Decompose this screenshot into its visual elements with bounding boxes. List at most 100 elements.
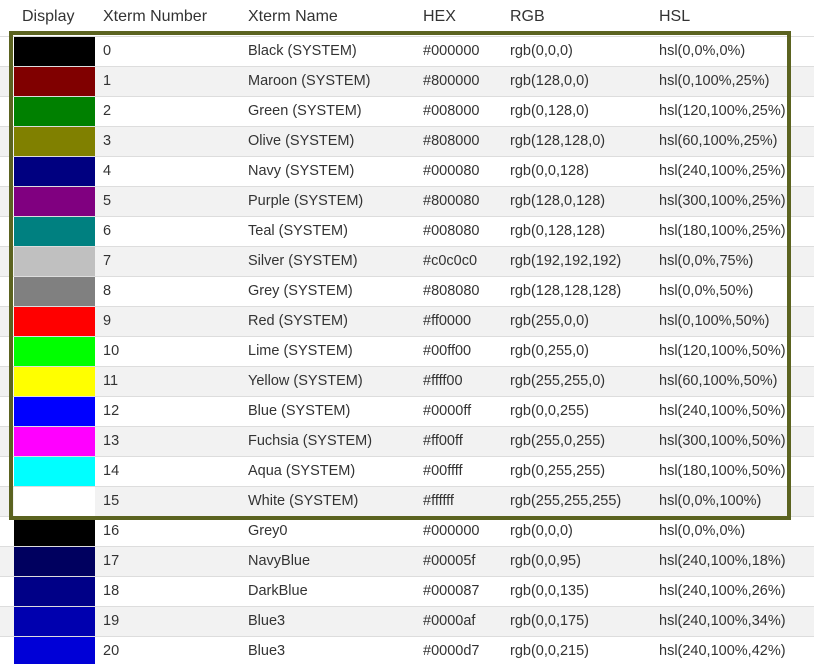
xterm-number-cell: 20	[103, 643, 120, 659]
rgb-cell: rgb(0,0,255)	[510, 403, 589, 419]
hsl-cell: hsl(0,0%,0%)	[659, 523, 746, 539]
xterm-name-cell: Lime (SYSTEM)	[248, 343, 353, 359]
rgb-cell: rgb(0,128,0)	[510, 103, 589, 119]
table-row[interactable]: 2 Green (SYSTEM) #008000 rgb(0,128,0) hsl(12…	[0, 96, 814, 126]
table-row[interactable]: 6 Teal (SYSTEM) #008080 rgb(0,128,128) hsl(1…	[0, 216, 814, 246]
xterm-number-cell: 14	[103, 463, 120, 479]
table-row[interactable]: 11 Yellow (SYSTEM) #ffff00 rgb(255,255,0) hs…	[0, 366, 814, 396]
color-swatch	[14, 517, 95, 546]
xterm-number-cell: 9	[103, 313, 112, 329]
color-swatch	[14, 157, 95, 186]
xterm-number-cell: 4	[103, 163, 112, 179]
hsl-cell: hsl(180,100%,50%)	[659, 463, 786, 479]
hsl-cell: hsl(300,100%,50%)	[659, 433, 786, 449]
hsl-cell: hsl(120,100%,25%)	[659, 103, 786, 119]
xterm-number-cell: 17	[103, 553, 120, 569]
xterm-name-cell: Purple (SYSTEM)	[248, 193, 364, 209]
color-swatch	[14, 97, 95, 126]
hex-cell: #0000af	[423, 613, 476, 629]
table-row[interactable]: 3 Olive (SYSTEM) #808000 rgb(128,128,0) hsl(…	[0, 126, 814, 156]
xterm-name-cell: DarkBlue	[248, 583, 308, 599]
xterm-name-cell: Black (SYSTEM)	[248, 43, 357, 59]
hex-cell: #00ff00	[423, 343, 472, 359]
table-row[interactable]: 5 Purple (SYSTEM) #800080 rgb(128,0,128) hsl…	[0, 186, 814, 216]
table-row[interactable]: 12 Blue (SYSTEM) #0000ff rgb(0,0,255) hsl(24…	[0, 396, 814, 426]
rgb-cell: rgb(0,255,0)	[510, 343, 589, 359]
hex-cell: #808000	[423, 133, 480, 149]
hex-cell: #c0c0c0	[423, 253, 478, 269]
xterm-number-cell: 13	[103, 433, 120, 449]
rgb-cell: rgb(128,128,0)	[510, 133, 606, 149]
hsl-cell: hsl(240,100%,18%)	[659, 553, 786, 569]
hsl-cell: hsl(0,100%,50%)	[659, 313, 770, 329]
rgb-cell: rgb(128,0,0)	[510, 73, 589, 89]
rgb-cell: rgb(0,255,255)	[510, 463, 606, 479]
hsl-cell: hsl(0,100%,25%)	[659, 73, 770, 89]
rgb-cell: rgb(0,0,135)	[510, 583, 589, 599]
color-swatch	[14, 607, 95, 636]
hsl-cell: hsl(60,100%,25%)	[659, 133, 778, 149]
rgb-cell: rgb(255,255,0)	[510, 373, 606, 389]
hsl-cell: hsl(0,0%,50%)	[659, 283, 754, 299]
hsl-cell: hsl(240,100%,26%)	[659, 583, 786, 599]
hex-cell: #808080	[423, 283, 480, 299]
xterm-number-cell: 18	[103, 583, 120, 599]
column-header-hex[interactable]: HEX	[423, 8, 456, 25]
table-row[interactable]: 18 DarkBlue #000087 rgb(0,0,135) hsl(240,100…	[0, 576, 814, 606]
table-row[interactable]: 4 Navy (SYSTEM) #000080 rgb(0,0,128) hsl(240…	[0, 156, 814, 186]
table-row[interactable]: 8 Grey (SYSTEM) #808080 rgb(128,128,128) hsl…	[0, 276, 814, 306]
column-header-xterm-name[interactable]: Xterm Name	[248, 8, 338, 25]
rgb-cell: rgb(0,0,175)	[510, 613, 589, 629]
xterm-number-cell: 11	[103, 373, 119, 389]
column-header-xterm-number[interactable]: Xterm Number	[103, 8, 208, 25]
hsl-cell: hsl(0,0%,0%)	[659, 43, 746, 59]
table-row[interactable]: 7 Silver (SYSTEM) #c0c0c0 rgb(192,192,192) h…	[0, 246, 814, 276]
color-swatch	[14, 427, 95, 456]
rgb-cell: rgb(0,0,128)	[510, 163, 589, 179]
table-row[interactable]: 10 Lime (SYSTEM) #00ff00 rgb(0,255,0) hsl(12…	[0, 336, 814, 366]
rgb-cell: rgb(192,192,192)	[510, 253, 622, 269]
table-row[interactable]: 15 White (SYSTEM) #ffffff rgb(255,255,255) h…	[0, 486, 814, 516]
table-row[interactable]: 1 Maroon (SYSTEM) #800000 rgb(128,0,0) hsl(0…	[0, 66, 814, 96]
xterm-name-cell: Red (SYSTEM)	[248, 313, 348, 329]
hsl-cell: hsl(240,100%,34%)	[659, 613, 786, 629]
hsl-cell: hsl(240,100%,25%)	[659, 163, 786, 179]
color-swatch	[14, 217, 95, 246]
table-row[interactable]: 17 NavyBlue #00005f rgb(0,0,95) hsl(240,100%…	[0, 546, 814, 576]
color-swatch	[14, 187, 95, 216]
column-header-hsl[interactable]: HSL	[659, 8, 691, 25]
xterm-number-cell: 10	[103, 343, 120, 359]
rgb-cell: rgb(0,0,0)	[510, 523, 573, 539]
hsl-cell: hsl(180,100%,25%)	[659, 223, 786, 239]
xterm-name-cell: Fuchsia (SYSTEM)	[248, 433, 373, 449]
table-row[interactable]: 16 Grey0 #000000 rgb(0,0,0) hsl(0,0%,0%)	[0, 516, 814, 546]
xterm-number-cell: 3	[103, 133, 112, 149]
hex-cell: #ff00ff	[423, 433, 463, 449]
xterm-number-cell: 12	[103, 403, 120, 419]
table-row[interactable]: 14 Aqua (SYSTEM) #00ffff rgb(0,255,255) hsl(…	[0, 456, 814, 486]
xterm-name-cell: Aqua (SYSTEM)	[248, 463, 356, 479]
color-swatch	[14, 307, 95, 336]
hex-cell: #008080	[423, 223, 480, 239]
hsl-cell: hsl(120,100%,50%)	[659, 343, 786, 359]
hex-cell: #800080	[423, 193, 480, 209]
color-swatch	[14, 577, 95, 606]
table-row[interactable]: 0 Black (SYSTEM) #000000 rgb(0,0,0) hsl(0,0%…	[0, 36, 814, 66]
color-swatch	[14, 127, 95, 156]
rgb-cell: rgb(0,0,0)	[510, 43, 573, 59]
table-row[interactable]: 9 Red (SYSTEM) #ff0000 rgb(255,0,0) hsl(0,10…	[0, 306, 814, 336]
table-row[interactable]: 13 Fuchsia (SYSTEM) #ff00ff rgb(255,0,255) h…	[0, 426, 814, 456]
table-row[interactable]: 19 Blue3 #0000af rgb(0,0,175) hsl(240,100%,3…	[0, 606, 814, 636]
xterm-number-cell: 0	[103, 43, 112, 59]
xterm-name-cell: Yellow (SYSTEM)	[248, 373, 363, 389]
table-row[interactable]: 20 Blue3 #0000d7 rgb(0,0,215) hsl(240,100%,4…	[0, 636, 814, 664]
color-swatch	[14, 367, 95, 396]
xterm-number-cell: 5	[103, 193, 112, 209]
hex-cell: #000000	[423, 43, 480, 59]
xterm-name-cell: Blue3	[248, 643, 286, 659]
hex-cell: #800000	[423, 73, 480, 89]
hsl-cell: hsl(60,100%,50%)	[659, 373, 778, 389]
hsl-cell: hsl(240,100%,42%)	[659, 643, 786, 659]
column-header-rgb[interactable]: RGB	[510, 8, 545, 25]
column-header-display[interactable]: Display	[22, 8, 75, 25]
